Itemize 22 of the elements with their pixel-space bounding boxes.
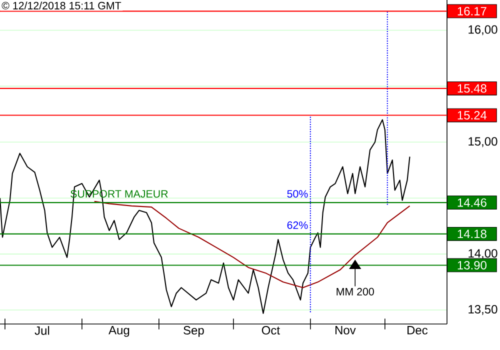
ref-line-label: 14.46	[458, 198, 486, 207]
y-tick-label: 16,00	[468, 25, 498, 36]
x-tick-label: Oct	[262, 326, 280, 335]
x-tick-label: Sep	[184, 326, 204, 337]
line-series	[0, 119, 410, 314]
ref-line-label: 16.17	[458, 6, 486, 16]
x-tick-label: Nov	[335, 326, 356, 334]
x-tick-label: Aug	[108, 326, 130, 337]
line-series	[94, 200, 410, 288]
x-tick-label: Dec	[408, 326, 428, 334]
annotation: 50%	[287, 190, 308, 198]
y-tick-label: 13,50	[468, 305, 498, 315]
x-tick-label: Jul	[34, 326, 50, 335]
ref-line-label: 15.24	[458, 111, 487, 120]
ref-line-label: 15.48	[458, 84, 486, 93]
ref-line-label: 13.90	[458, 260, 486, 270]
annotation: © 12/12/2018 15:11 GMT	[2, 2, 122, 10]
y-tick-label: 15,00	[468, 137, 498, 148]
ref-line-label: 14.18	[458, 230, 486, 238]
annotation: MM 200	[336, 288, 374, 296]
annotation: 62%	[287, 221, 308, 229]
y-tick-label: 14,00	[468, 249, 498, 259]
